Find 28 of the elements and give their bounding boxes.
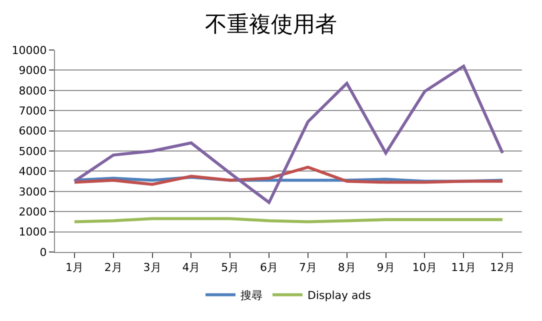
x-tick-label: 9月	[376, 261, 395, 274]
x-tick-label: 3月	[143, 261, 162, 274]
y-tick-label: 8000	[18, 84, 47, 98]
x-tick-label: 5月	[221, 261, 240, 274]
x-tick-label: 6月	[260, 261, 278, 274]
y-tick-label: 6000	[18, 124, 47, 138]
legend-label: Display ads	[308, 289, 372, 302]
x-tick-label: 7月	[298, 261, 317, 274]
y-tick-label: 10000	[12, 44, 47, 57]
legend-label: 搜尋	[240, 289, 262, 302]
line-series	[72, 64, 504, 204]
y-tick-label: 1000	[18, 226, 47, 239]
x-tick-label: 12月	[490, 261, 516, 274]
x-tick-label: 11月	[451, 261, 476, 274]
x-tick-label: 10月	[412, 261, 438, 274]
y-tick-label: 3000	[18, 185, 47, 198]
y-tick-label: 2000	[18, 205, 47, 218]
y-tick-label: 9000	[18, 64, 47, 78]
y-tick-label: 5000	[18, 144, 47, 158]
y-tick-label: 0	[40, 246, 47, 259]
y-tick-label: 4000	[18, 165, 47, 178]
line-series	[72, 166, 504, 186]
x-tick-label: 2月	[104, 261, 122, 274]
x-tick-label: 4月	[182, 261, 200, 274]
x-tick-label: 1月	[65, 261, 84, 274]
y-tick-label: 7000	[18, 104, 47, 118]
chart-title: 不重複使用者	[205, 12, 337, 38]
x-tick-label: 8月	[338, 261, 356, 274]
